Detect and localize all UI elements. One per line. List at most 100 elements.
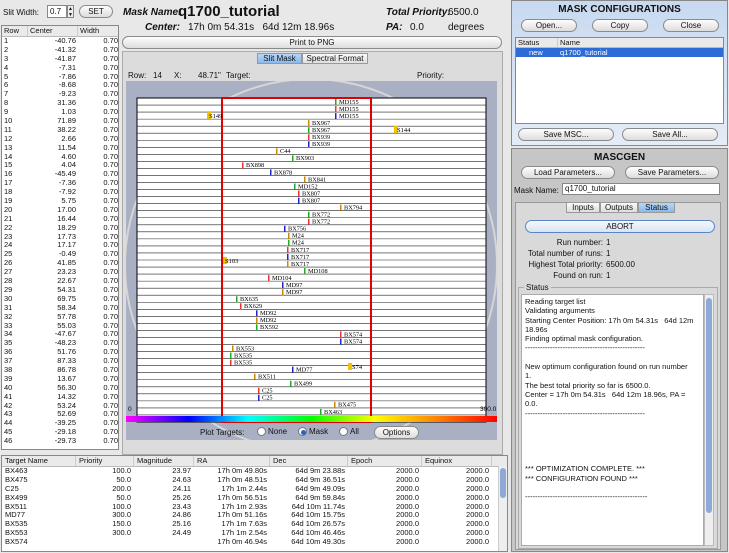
slit-col-width[interactable]: Width [80,26,100,35]
slit-table-row[interactable]: 29 54.31 0.70 [2,286,118,295]
slit-table-row[interactable]: 9 1.03 0.70 [2,108,118,117]
slit-table-row[interactable]: 40 56.30 0.70 [2,384,118,393]
copy-button[interactable]: Copy [592,19,648,32]
slit-table-row[interactable]: 4 -7.31 0.70 [2,64,118,73]
slit-table-row[interactable]: 17 -7.36 0.70 [2,179,118,188]
target-table-row[interactable]: BX511 100.0 23.43 17h 1m 2.93s 64d 10m 11.74… [2,503,507,512]
slit-table-row[interactable]: 6 -8.68 0.70 [2,81,118,90]
slit-table-row[interactable]: 30 69.75 0.70 [2,295,118,304]
slit-table-row[interactable]: 38 86.78 0.70 [2,366,118,375]
slit-table-row[interactable]: 16 -45.49 0.70 [2,170,118,179]
slit-table-row[interactable]: 32 57.78 0.70 [2,313,118,322]
slit-table-row[interactable]: 11 38.22 0.70 [2,126,118,135]
slit-table-row[interactable]: 46 -29.73 0.70 [2,437,118,446]
target-col-dec[interactable]: Dec [270,456,348,466]
target-col-epoch[interactable]: Epoch [348,456,422,466]
tab-spectral-format[interactable]: Spectral Format [302,53,368,64]
plot-targets-all[interactable]: All [339,427,359,437]
radio-all[interactable] [339,427,348,437]
tab-inputs[interactable]: Inputs [566,202,600,213]
slit-table-row[interactable]: 3 -41.87 0.70 [2,55,118,64]
slit-table-row[interactable]: 25 -0.49 0.70 [2,250,118,259]
tab-status[interactable]: Status [638,202,675,213]
slit-table-row[interactable]: 5 -7.86 0.70 [2,73,118,82]
slit-table-row[interactable]: 14 4.60 0.70 [2,153,118,162]
slit-table-row[interactable]: 7 -9.23 0.70 [2,90,118,99]
plot-targets-none[interactable]: None [257,427,287,437]
slit-table-row[interactable]: 20 17.00 0.70 [2,206,118,215]
abort-button[interactable]: ABORT [525,220,715,233]
slit-table-row[interactable]: 26 41.85 0.70 [2,259,118,268]
target-table-row[interactable]: BX553 300.0 24.49 17h 1m 2.54s 64d 10m 46.46… [2,529,507,538]
target-col-equinox[interactable]: Equinox [422,456,492,466]
target-table-row[interactable]: BX574 17h 0m 46.94s 64d 10m 49.30s 2000.0 20… [2,538,507,547]
mascgen-mask-name-input[interactable]: q1700_tutorial [562,183,720,195]
target-marker [340,338,342,345]
slit-table-row[interactable]: 28 22.67 0.70 [2,277,118,286]
target-table-row[interactable]: MD77 300.0 24.86 17h 0m 51.16s 64d 10m 15.75… [2,511,507,520]
open-button[interactable]: Open... [521,19,577,32]
target-col-target-name[interactable]: Target Name [2,456,76,466]
slit-table-row[interactable]: 12 2.66 0.70 [2,135,118,144]
slit-col-row[interactable]: Row [2,26,28,36]
slit-table-row[interactable]: 42 53.24 0.70 [2,402,118,411]
target-table-row[interactable]: BX475 50.0 24.63 17h 0m 48.51s 64d 9m 36.51s… [2,476,507,485]
slit-table-row[interactable]: 37 87.33 0.70 [2,357,118,366]
slit-table-row[interactable]: 13 11.54 0.70 [2,144,118,153]
slit-width: 0.70 [103,277,118,286]
slit-table-row[interactable]: 22 18.29 0.70 [2,224,118,233]
slit-table-row[interactable]: 2 -41.32 0.70 [2,46,118,55]
slit-table-row[interactable]: 21 16.44 0.70 [2,215,118,224]
slit-table-row[interactable]: 43 52.69 0.70 [2,410,118,419]
tab-slit-mask[interactable]: Slit Mask [257,53,302,64]
slit-table-row[interactable]: 34 -47.67 0.70 [2,330,118,339]
slit-table-row[interactable]: 24 17.17 0.70 [2,241,118,250]
slit-mask-plot[interactable]: MD155MD155MD155BX967BX967BX939BX939C44BX… [126,81,497,440]
target-table-row[interactable]: BX463 100.0 23.97 17h 0m 49.80s 64d 9m 23.88… [2,467,507,476]
print-to-png-button[interactable]: Print to PNG [122,36,502,49]
radio-none[interactable] [257,427,266,437]
target-table-scroll-thumb[interactable] [500,468,506,498]
target-table-scrollbar[interactable] [498,466,507,551]
slit-table-row[interactable]: 18 -7.92 0.70 [2,188,118,197]
slit-table-row[interactable]: 31 58.34 0.70 [2,304,118,313]
close-button[interactable]: Close [663,19,719,32]
col-name[interactable]: Name [560,38,581,47]
slit-table-row[interactable]: 8 31.36 0.70 [2,99,118,108]
slit-table-row[interactable]: 41 14.32 0.70 [2,393,118,402]
col-status[interactable]: Status [516,38,558,47]
slit-table-row[interactable]: 27 23.23 0.70 [2,268,118,277]
save-parameters-button[interactable]: Save Parameters... [625,166,719,179]
target-table-row[interactable]: C25 200.0 24.11 17h 1m 2.44s 64d 9m 49.09s 20… [2,485,507,494]
slit-table-row[interactable]: 35 -48.23 0.70 [2,339,118,348]
save-msc-button[interactable]: Save MSC... [518,128,614,141]
slit-table-row[interactable]: 19 5.75 0.70 [2,197,118,206]
plot-targets-mask[interactable]: Mask [298,427,328,437]
target-table-row[interactable]: BX535 150.0 25.16 17h 1m 7.63s 64d 10m 26.57… [2,520,507,529]
slit-width-stepper[interactable]: ▲ ▼ [67,5,74,18]
slit-table-row[interactable]: 10 71.89 0.70 [2,117,118,126]
save-all-button[interactable]: Save All... [622,128,718,141]
status-log-scroll-thumb[interactable] [706,298,712,513]
radio-mask[interactable] [298,427,307,437]
target-table-row[interactable]: BX499 50.0 25.26 17h 0m 56.51s 64d 9m 59.84s… [2,494,507,503]
slit-width-input[interactable]: 0.7 [47,5,67,18]
slit-table-row[interactable]: 15 4.04 0.70 [2,161,118,170]
slit-table-row[interactable]: 39 13.67 0.70 [2,375,118,384]
target-col-magnitude[interactable]: Magnitude [134,456,194,466]
status-log-scrollbar[interactable] [704,294,714,546]
slit-table-row[interactable]: 36 51.76 0.70 [2,348,118,357]
slit-col-center[interactable]: Center [28,26,78,36]
load-parameters-button[interactable]: Load Parameters... [521,166,615,179]
options-button[interactable]: Options [374,426,419,439]
slit-table-row[interactable]: 45 -29.18 0.70 [2,428,118,437]
target-col-ra[interactable]: RA [194,456,270,466]
slit-table-row[interactable]: 44 -39.25 0.70 [2,419,118,428]
target-col-priority[interactable]: Priority [76,456,134,466]
tab-outputs[interactable]: Outputs [600,202,638,213]
slit-table-row[interactable]: 33 55.03 0.70 [2,322,118,331]
mask-config-row[interactable]: new q1700_tutorial [516,48,723,57]
slit-table-row[interactable]: 23 17.73 0.70 [2,233,118,242]
slit-table-row[interactable]: 1 -40.76 0.70 [2,37,118,46]
set-slit-width-button[interactable]: SET [79,5,113,18]
